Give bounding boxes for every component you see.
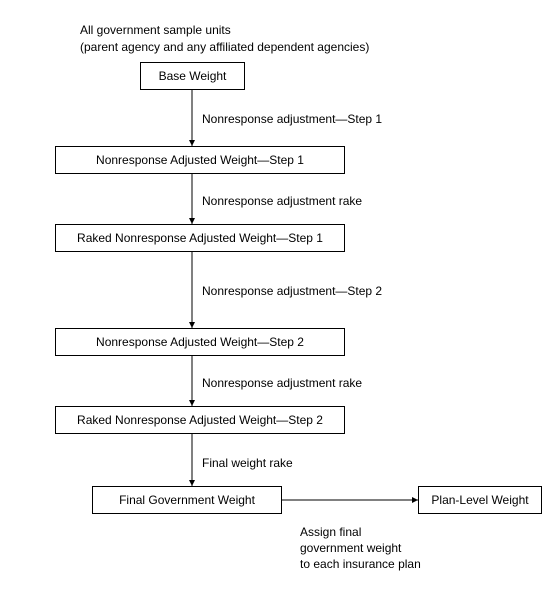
node-label: Raked Nonresponse Adjusted Weight—Step 2 bbox=[77, 413, 323, 427]
node-label: Base Weight bbox=[159, 69, 227, 83]
edge-label-n2-n3: Nonresponse adjustment rake bbox=[202, 194, 362, 208]
header-line-1: All government sample units bbox=[80, 22, 369, 39]
node-label: Nonresponse Adjusted Weight—Step 1 bbox=[96, 153, 304, 167]
arrows-layer bbox=[0, 0, 555, 615]
node-label: Final Government Weight bbox=[119, 493, 255, 507]
node-label: Plan-Level Weight bbox=[431, 493, 528, 507]
flowchart-container: { "diagram": { "type": "flowchart", "can… bbox=[0, 0, 555, 615]
flowchart-node-n2: Nonresponse Adjusted Weight—Step 1 bbox=[55, 146, 345, 174]
flowchart-node-n5: Raked Nonresponse Adjusted Weight—Step 2 bbox=[55, 406, 345, 434]
edge-label-n6-n7: Assign final government weight to each i… bbox=[300, 524, 421, 573]
header-line-2: (parent agency and any affiliated depend… bbox=[80, 39, 369, 56]
edge-label-n1-n2: Nonresponse adjustment—Step 1 bbox=[202, 112, 382, 126]
flowchart-node-n6: Final Government Weight bbox=[92, 486, 282, 514]
header-text: All government sample units (parent agen… bbox=[80, 22, 369, 56]
node-label: Nonresponse Adjusted Weight—Step 2 bbox=[96, 335, 304, 349]
edge-label-n5-n6: Final weight rake bbox=[202, 456, 293, 470]
edge-label-n4-n5: Nonresponse adjustment rake bbox=[202, 376, 362, 390]
flowchart-node-n4: Nonresponse Adjusted Weight—Step 2 bbox=[55, 328, 345, 356]
flowchart-node-n1: Base Weight bbox=[140, 62, 245, 90]
flowchart-node-n7: Plan-Level Weight bbox=[418, 486, 542, 514]
flowchart-node-n3: Raked Nonresponse Adjusted Weight—Step 1 bbox=[55, 224, 345, 252]
edge-label-n3-n4: Nonresponse adjustment—Step 2 bbox=[202, 284, 382, 298]
node-label: Raked Nonresponse Adjusted Weight—Step 1 bbox=[77, 231, 323, 245]
